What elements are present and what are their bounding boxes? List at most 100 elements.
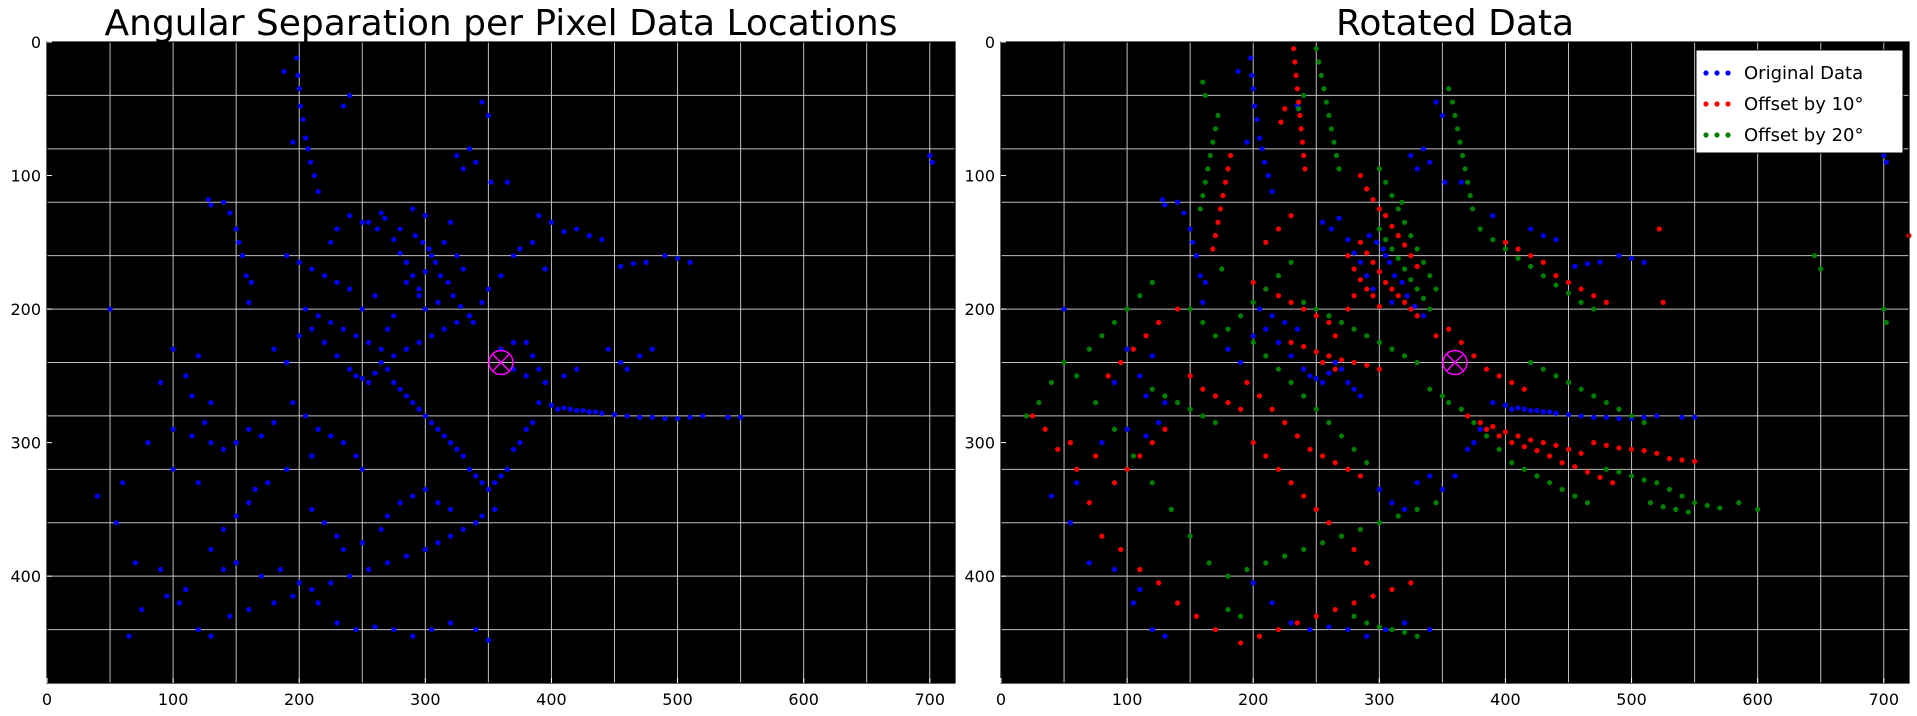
data-point [511,339,517,346]
data-point [378,346,384,352]
data-point [498,273,504,279]
data-point [1528,263,1534,269]
data-point [233,560,239,566]
data-point [1386,259,1393,265]
data-point [1294,433,1300,439]
data-point [340,546,346,553]
data-point [1225,166,1231,172]
data-point [422,306,428,312]
data-point [246,299,252,306]
data-point [1288,480,1294,486]
data-point [637,414,643,420]
data-point [302,306,309,312]
data-point [738,414,744,420]
data-point [460,526,466,533]
data-point [1137,566,1143,573]
data-point [1408,233,1414,239]
data-point [365,566,372,573]
data-point [1357,172,1364,179]
data-point [1351,546,1357,553]
data-point [1465,413,1471,419]
data-point [1313,46,1319,52]
data-point [416,406,422,412]
data-point [1389,246,1395,252]
data-point [1565,446,1572,452]
data-point [1389,223,1395,229]
data-point [511,253,517,259]
x-tick-label: 400 [536,690,567,709]
data-point [504,466,510,472]
data-point [1597,474,1603,480]
data-point [1288,353,1294,359]
data-point [1654,480,1660,486]
data-point [397,226,403,232]
data-point [1319,219,1326,225]
data-point [1275,273,1282,279]
data-point [1294,326,1300,332]
data-point [347,286,353,292]
legend-marker [1714,132,1720,138]
data-point [300,116,306,123]
data-point [1162,393,1168,399]
data-point [1149,386,1155,392]
center-marker [488,349,514,376]
data-point [1509,460,1515,466]
data-point [1313,375,1319,382]
data-point [1603,466,1609,472]
data-point [1502,429,1509,435]
data-point [246,606,252,613]
data-point [170,426,176,432]
data-point [1521,444,1527,450]
data-point [1641,414,1647,420]
data-point [1534,407,1540,414]
data-point [1414,633,1420,639]
data-point [384,560,391,566]
data-point [1395,513,1401,519]
data-point [1673,506,1679,512]
data-point [1404,293,1410,299]
center-marker-ring [488,349,514,376]
data-point [309,586,315,593]
data-point [1454,126,1461,132]
data-point [1591,414,1597,420]
data-point [132,560,138,566]
data-point [1061,359,1067,366]
data-point [1351,250,1357,256]
data-point [227,613,233,619]
data-point [1565,411,1572,418]
data-point [183,373,189,379]
data-point [1427,473,1433,479]
data-point [454,253,460,259]
data-point [1307,446,1313,452]
legend-label: Original Data [1744,63,1863,84]
data-point [1509,406,1515,412]
x-axis: 0 100 200 300 400 500 600 700 [42,678,945,709]
data-point [1401,299,1408,306]
data-point [1540,440,1546,446]
data-point [1225,346,1231,352]
data-point [1099,333,1105,339]
data-point [1376,206,1382,212]
data-point [1288,339,1294,346]
data-point [1319,540,1326,546]
data-point [561,405,567,411]
data-point [302,135,309,141]
data-point [302,413,309,419]
data-point [1130,453,1137,459]
data-point [1251,103,1258,109]
data-point [1433,286,1439,292]
data-point [295,72,301,78]
data-point [1319,453,1326,459]
data-point [1401,353,1408,359]
data-point [391,353,397,359]
data-point [1591,293,1597,299]
data-point [1269,188,1275,195]
data-point [311,172,317,179]
data-point [1559,460,1565,466]
data-point [1207,152,1213,159]
data-point [1565,279,1572,285]
data-point [1414,359,1420,366]
data-point [1736,500,1742,506]
data-point [403,393,410,399]
data-point [473,159,479,165]
